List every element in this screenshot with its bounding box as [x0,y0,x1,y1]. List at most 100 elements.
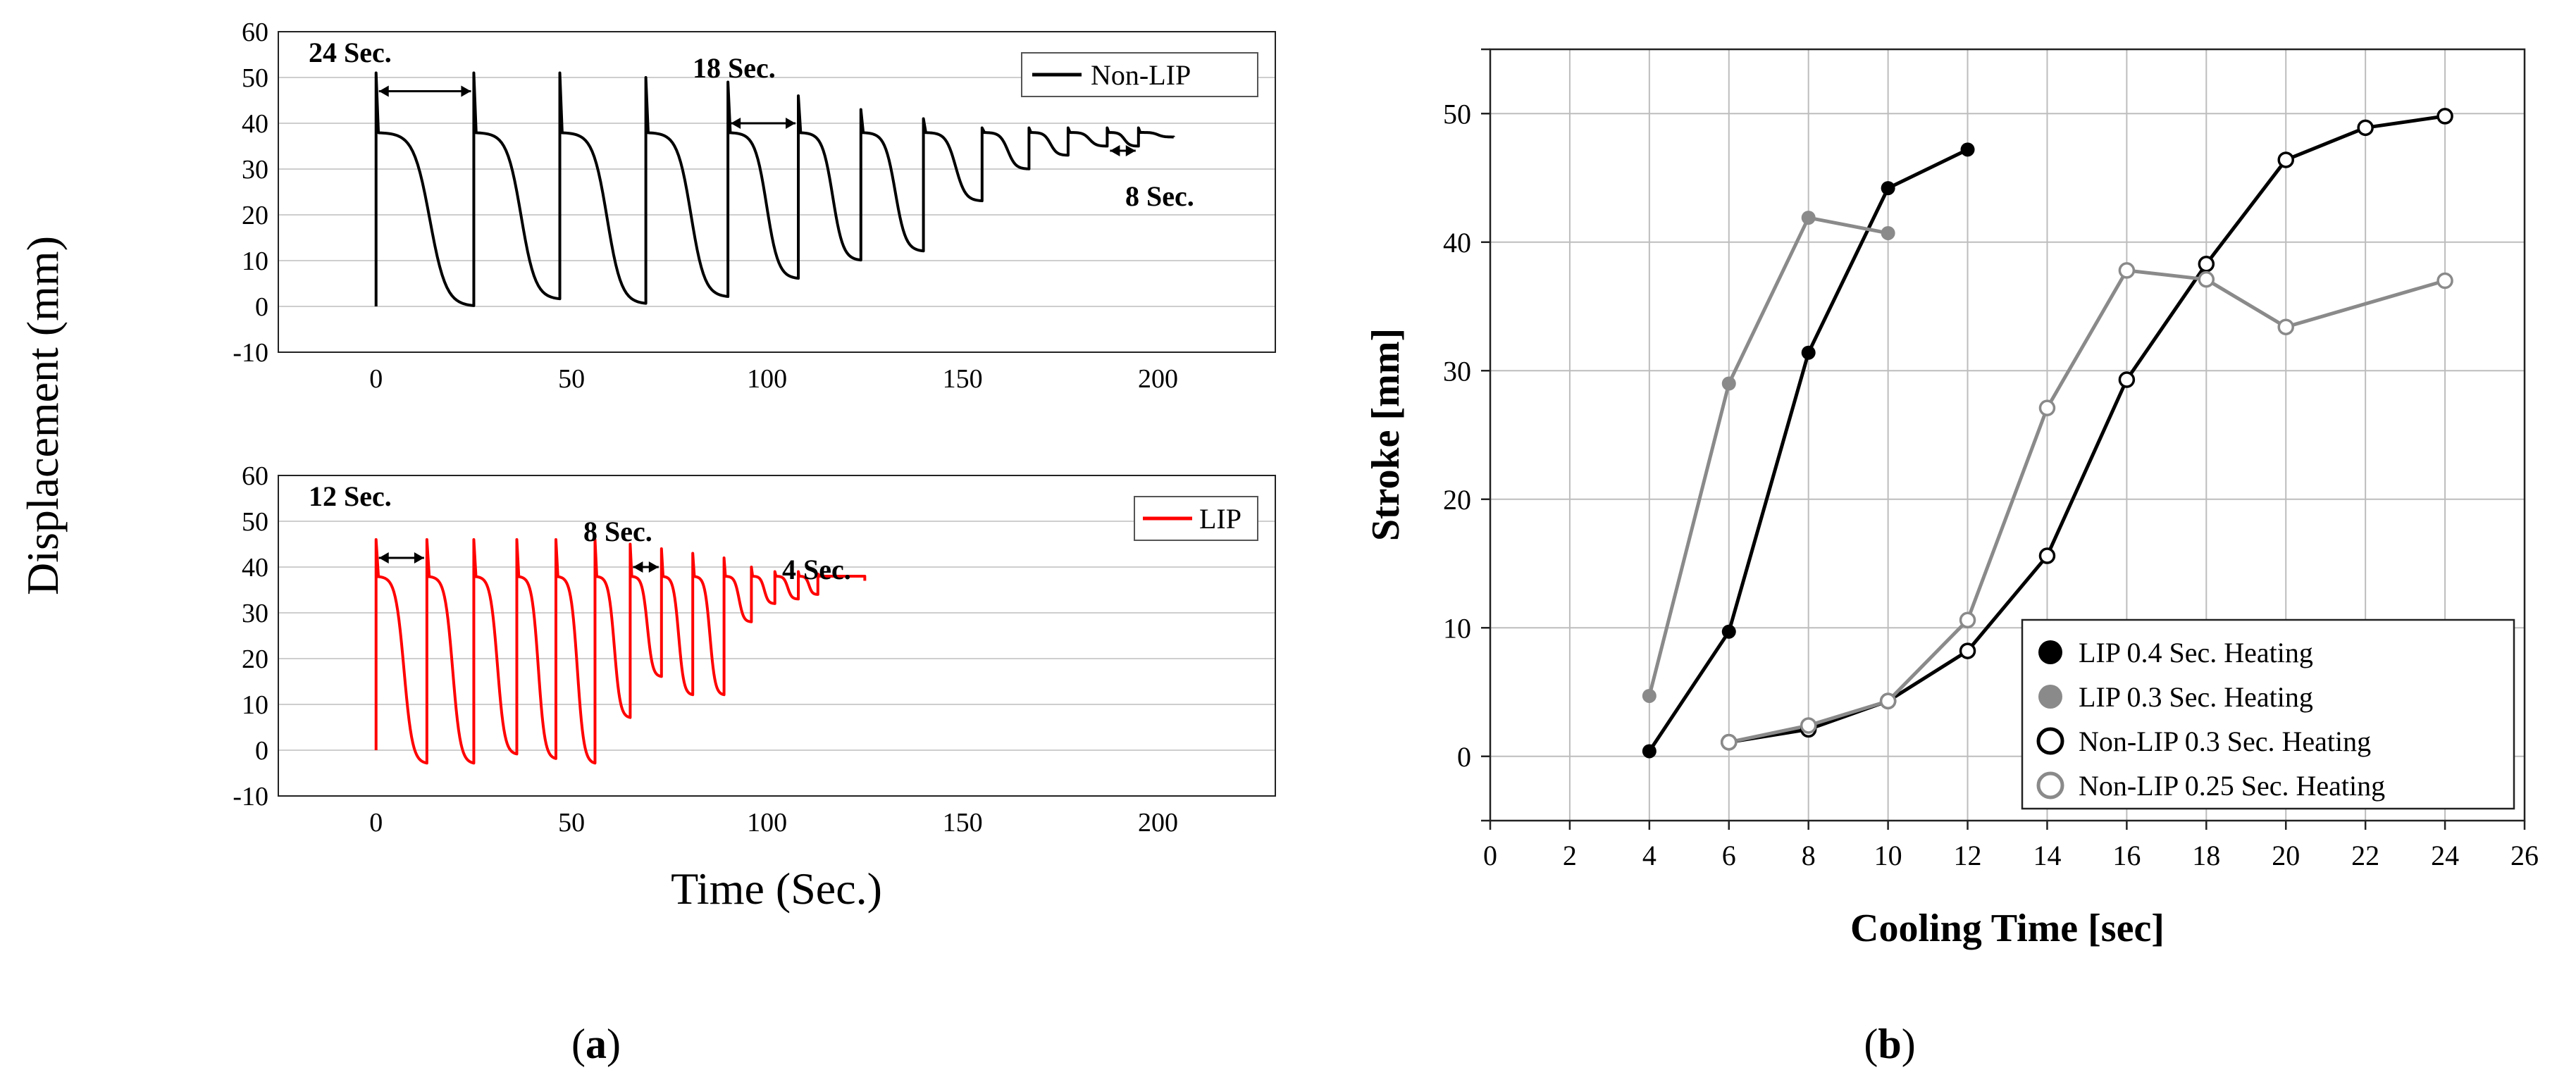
y-axis-title: Displacement (mm) [18,236,68,595]
arrow-head-left [731,118,741,129]
annotations: 24 Sec. 18 Sec. 8 Sec. [309,37,1194,212]
legend-label: Non-LIP 0.25 Sec. Heating [2079,770,2385,802]
data-point [2038,399,2056,416]
legend-markers [2036,640,2064,799]
x-tick-label: 50 [558,364,585,394]
data-point [2436,272,2453,290]
y-tick-label: 30 [242,155,268,185]
x-tick-label: 0 [1483,840,1497,871]
x-tick-label: 16 [2112,840,2141,871]
annotation-label: 12 Sec. [309,480,392,512]
x-tick-label: 10 [1874,840,1902,871]
x-tick-label: 22 [2351,840,2379,871]
legend-label: LIP [1199,503,1241,535]
x-tick-label: 100 [747,364,787,394]
x-axis-title: Time (Sec.) [671,864,882,914]
x-tick-label: 0 [369,364,383,394]
plot-frame [278,475,1276,797]
series-line [1647,216,1889,697]
y-tick-label: 40 [242,109,268,139]
plot-frame [278,31,1276,353]
arrow-head-right [786,118,796,129]
svg-text:(a): (a) [571,1021,621,1067]
y-tick-label: 30 [242,599,268,628]
data-point [1800,717,1817,734]
data-point [2198,256,2215,273]
legend: LIP [1134,496,1258,541]
legend-marker [2038,685,2062,709]
data-point [1801,345,1816,360]
paren: ) [607,1021,621,1067]
x-tick-label: 150 [943,364,983,394]
annotation-label: 18 Sec. [693,52,776,84]
x-tick-label: 14 [2033,840,2061,871]
paren: ) [1902,1021,1916,1067]
data-point [1881,181,1895,196]
y-tick-label: 10 [1443,612,1471,644]
data-point [2357,119,2374,137]
data-point [1642,744,1657,759]
data-point [1721,376,1736,391]
data-point [2198,270,2215,288]
y-tick-label: 0 [255,292,268,322]
legend-marker [2036,771,2064,799]
arrow-head-right [648,561,659,573]
arrow-head-right [461,85,471,97]
y-tick-label: 50 [242,63,268,93]
x-tick-label: 24 [2431,840,2459,871]
y-tick-label: 30 [1443,355,1471,387]
paren: ( [1864,1021,1878,1067]
data-point [1879,692,1897,710]
y-tick-label: 20 [242,645,268,674]
y-tick-label: 0 [255,736,268,766]
panel-label-b: (b) [1864,1021,1915,1067]
legend-box [1021,52,1258,97]
x-tick-label: 26 [2510,840,2539,871]
data-point [2277,318,2294,335]
x-tick-label: 50 [558,808,585,838]
x-tick-label: 150 [943,808,983,838]
x-tick-label: 100 [747,808,787,838]
legend-marker [2036,727,2064,755]
legend-label: LIP 0.4 Sec. Heating [2079,637,2313,668]
legend: LIP 0.4 Sec. Heating LIP 0.3 Sec. Heatin… [2021,618,2515,810]
x-axis-title: Cooling Time [sec] [1850,907,2165,950]
data-point [1960,142,1975,157]
y-tick-label: 50 [242,507,268,537]
plot-frame [1489,48,2526,822]
panel-letter: b [1878,1021,1901,1067]
arrow-head-left [1110,145,1120,156]
y-tick-label: -10 [233,782,268,811]
chart-a-bottom: -10 0 10 20 30 40 50 60 0 50 100 150 200 12 Sec. 8 Se… [233,461,1276,838]
y-tick-label: 60 [242,18,268,47]
x-tick-label: 20 [2272,840,2300,871]
data-point [2277,151,2294,168]
annotation-label: 8 Sec. [583,516,652,547]
x-tick-label: 8 [1802,840,1816,871]
data-point [1959,642,1976,659]
y-tick-label: 10 [242,247,268,276]
y-tick-label: 20 [1443,484,1471,516]
tick-labels: -10 0 10 20 30 40 50 60 0 50 100 150 200 [233,461,1178,838]
x-tick-label: 200 [1138,808,1178,838]
series-line-non-lip [374,71,1175,307]
data-point [1642,688,1657,703]
gridlines [278,521,1275,751]
data-point [2118,262,2136,279]
paren: ( [571,1021,586,1067]
annotation-label: 4 Sec. [782,554,851,585]
y-axis-title: Stroke [mm] [1364,328,1408,541]
series-line-lip [374,538,867,765]
x-tick-label: 18 [2192,840,2220,871]
x-tick-label: 6 [1722,840,1736,871]
legend-box [2021,618,2515,810]
data-point [1721,624,1736,639]
data-point [2118,371,2136,388]
x-tick-label: 4 [1642,840,1657,871]
arrow-head-left [378,552,389,564]
legend-label: Non-LIP 0.3 Sec. Heating [2079,726,2371,757]
y-tick-label: 10 [242,690,268,720]
annotation-label: 24 Sec. [309,37,392,68]
data-point [2038,547,2056,564]
